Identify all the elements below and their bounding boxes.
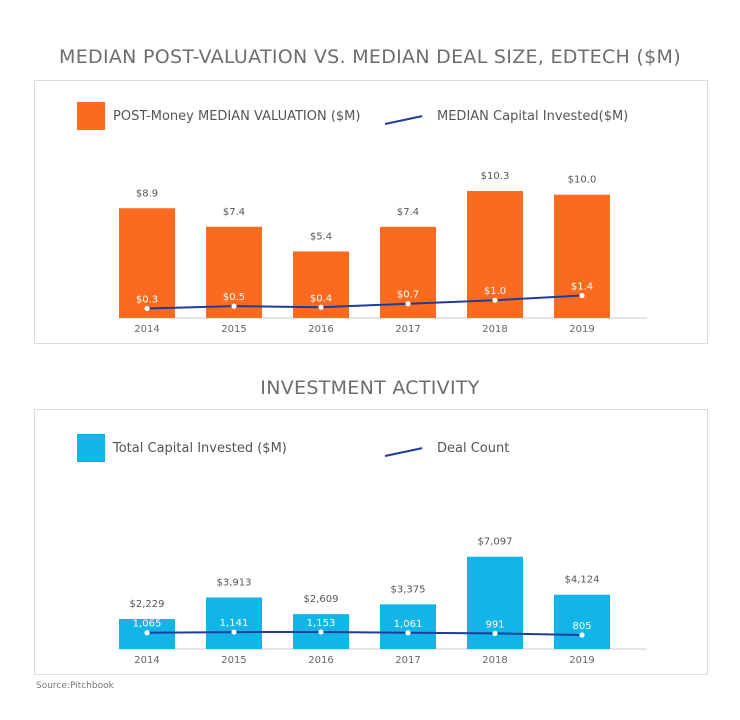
chart1-line-label-2018: $1.0 — [484, 286, 506, 297]
chart1-plot: $8.9 2014 $7.4 2015 $5.4 2016 $7.4 2017 $10.3 201… — [119, 171, 647, 335]
chart1-bar-label-2014: $8.9 — [136, 188, 158, 199]
chart2-tick-2017: 2017 — [395, 655, 420, 666]
chart2-line-label-2014: 1,065 — [133, 619, 162, 630]
chart1-line-point-2018 — [492, 297, 498, 303]
chart1-line-point-2016 — [318, 304, 324, 310]
chart1-legend-bar-label: POST-Money MEDIAN VALUATION ($M) — [113, 109, 361, 124]
chart1-tick-2016: 2016 — [308, 324, 333, 335]
chart1-bar-2014 — [119, 208, 175, 318]
chart1-legend-bar-swatch — [77, 102, 105, 130]
chart2-line-point-2015 — [231, 629, 237, 635]
source-note: Source:Pitchbook — [36, 681, 114, 691]
chart1-bar-2018 — [467, 191, 523, 318]
chart1-bar-label-2016: $5.4 — [310, 231, 332, 242]
chart2-bar-label-2019: $4,124 — [565, 575, 600, 586]
chart1-bar-label-2018: $10.3 — [481, 171, 510, 182]
chart1-line-label-2014: $0.3 — [136, 294, 158, 305]
chart1-bar-label-2019: $10.0 — [568, 175, 597, 186]
chart1-bar-label-2017: $7.4 — [397, 207, 419, 218]
chart1-tick-2017: 2017 — [395, 324, 420, 335]
chart2-line-label-2018: 991 — [485, 619, 504, 630]
chart2-bar-label-2018: $7,097 — [478, 537, 513, 548]
chart2-line-label-2015: 1,141 — [220, 618, 249, 629]
chart1-line-label-2017: $0.7 — [397, 290, 419, 301]
chart1-line-point-2014 — [144, 305, 150, 312]
chart2-line-point-2014 — [144, 630, 150, 636]
chart1-line-label-2016: $0.4 — [310, 293, 332, 304]
chart1-tick-2018: 2018 — [482, 324, 507, 335]
chart2-bar-2019 — [554, 594, 610, 649]
chart2-bar-label-2014: $2,229 — [130, 599, 165, 610]
chart2-line-label-2019: 805 — [572, 621, 591, 632]
chart2-tick-2019: 2019 — [569, 655, 594, 666]
chart2-panel: Total Capital Invested ($M) Deal Count $… — [34, 409, 708, 675]
chart2-line-point-2018 — [492, 630, 498, 636]
chart1-bar-label-2015: $7.4 — [223, 207, 245, 218]
chart2-line-point-2016 — [318, 629, 324, 635]
chart2-legend-bar-label: Total Capital Invested ($M) — [113, 441, 287, 456]
chart1-tick-2015: 2015 — [221, 324, 246, 335]
chart1-tick-2014: 2014 — [134, 324, 159, 335]
chart2-bar-label-2016: $2,609 — [304, 594, 339, 605]
chart1-line-label-2015: $0.5 — [223, 292, 245, 303]
chart1-line-series — [146, 294, 583, 310]
chart2-plot: $2,229 2014 $3,913 2015 $2,609 2016 $3,375 2017… — [119, 537, 647, 666]
chart2-bar-2015 — [206, 597, 262, 649]
chart2-tick-2016: 2016 — [308, 655, 333, 666]
chart2-legend-line-label: Deal Count — [437, 441, 510, 456]
chart2-line-point-2017 — [405, 630, 411, 636]
chart2-bar-label-2015: $3,913 — [217, 577, 252, 588]
chart2-line-label-2016: 1,153 — [307, 618, 336, 629]
chart2-line-point-2019 — [579, 632, 585, 638]
chart1-bar-2015 — [206, 226, 262, 318]
chart2-bar-label-2017: $3,375 — [391, 584, 426, 595]
chart1-line-point-2019 — [579, 292, 585, 299]
chart1-line-label-2019: $1.4 — [571, 281, 593, 292]
chart2-bar-2017 — [380, 604, 436, 649]
chart2-tick-2018: 2018 — [482, 655, 507, 666]
chart1-tick-2019: 2019 — [569, 324, 594, 335]
chart1-line-point-2015 — [231, 303, 237, 309]
chart2-legend-bar-swatch — [77, 434, 105, 462]
chart1-panel: POST-Money MEDIAN VALUATION ($M) MEDIAN … — [34, 80, 708, 344]
chart2-line-series — [146, 630, 583, 636]
chart1-legend-line-label: MEDIAN Capital Invested($M) — [437, 109, 629, 124]
chart1-title: MEDIAN POST-VALUATION VS. MEDIAN DEAL SI… — [59, 46, 681, 68]
chart2-line-label-2017: 1,061 — [394, 619, 423, 630]
chart1-bar-2019 — [554, 194, 610, 318]
chart2-tick-2015: 2015 — [221, 655, 246, 666]
chart2-tick-2014: 2014 — [134, 655, 159, 666]
chart2-title: INVESTMENT ACTIVITY — [260, 377, 480, 399]
chart1-line-point-2017 — [405, 301, 411, 307]
